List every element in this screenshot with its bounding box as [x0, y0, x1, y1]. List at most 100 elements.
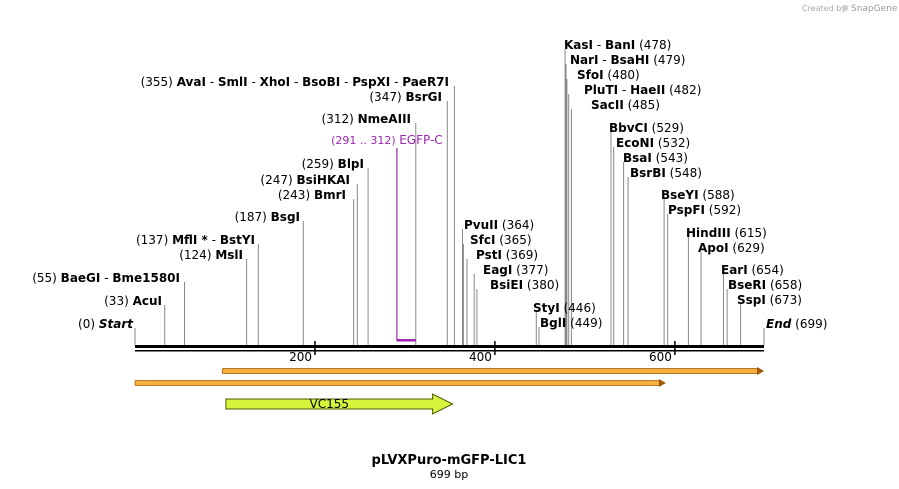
- enzyme-name-styi: StyI: [533, 301, 560, 315]
- site-bbvci-position: (529): [648, 121, 684, 135]
- site-kasi-label[interactable]: KasI - BanI (478): [564, 38, 671, 52]
- site-bmri-label[interactable]: (243) BmrI: [278, 188, 346, 202]
- enzyme-name-bgli: BglI: [540, 316, 566, 330]
- site-sacii-position: (485): [624, 98, 660, 112]
- feature-egfp: (291 .. 312) EGFP-C: [331, 133, 443, 342]
- site-apoi-label[interactable]: ApoI (629): [698, 241, 765, 255]
- name-separator: -: [290, 75, 302, 89]
- site-sacii-label[interactable]: SacII (485): [591, 98, 660, 112]
- enzyme-name-baegi: BaeGI: [61, 271, 101, 285]
- enzyme-name-bsai: BsaI: [623, 151, 652, 165]
- site-msli-position: (124): [179, 248, 215, 262]
- site-pluti-position: (482): [665, 83, 701, 97]
- site-baegi-position: (55): [32, 271, 60, 285]
- backbone-top: [135, 345, 764, 348]
- site-blpi-label[interactable]: (259) BlpI: [302, 157, 364, 171]
- site-bseri-position: (658): [766, 278, 802, 292]
- site-msli-label[interactable]: (124) MslI: [179, 248, 243, 262]
- site-end-label[interactable]: End (699): [766, 317, 827, 331]
- axis-ticks: 200 400 600: [289, 341, 676, 364]
- name-separator: -: [340, 75, 352, 89]
- site-pvuii-label[interactable]: PvuII (364): [464, 218, 534, 232]
- site-labels: (0) Start(33) AcuI(55) BaeGI - Bme1580I(…: [32, 38, 827, 331]
- site-eari-label[interactable]: EarI (654): [721, 263, 784, 277]
- site-baegi-label[interactable]: (55) BaeGI - Bme1580I: [32, 271, 180, 285]
- site-bsiei-position: (380): [523, 278, 559, 292]
- enzyme-name-sacii: SacII: [591, 98, 624, 112]
- enzyme-name-bsobi: BsoBI: [302, 75, 340, 89]
- feature-bar[interactable]: [396, 339, 416, 342]
- orange-track-2[interactable]: [134, 380, 661, 386]
- plasmid-name: pLVXPuro-mGFP-LIC1: [372, 453, 527, 468]
- site-bsai-label[interactable]: BsaI (543): [623, 151, 688, 165]
- site-pluti-label[interactable]: PluTI - HaeII (482): [584, 83, 701, 97]
- site-bgli-label[interactable]: BglI (449): [540, 316, 602, 330]
- site-bbvci-label[interactable]: BbvCI (529): [609, 121, 684, 135]
- site-eagi-label[interactable]: EagI (377): [483, 263, 548, 277]
- enzyme-name-nmeaiii: NmeAIII: [358, 112, 411, 126]
- enzyme-name-blpi: BlpI: [338, 157, 364, 171]
- tick-label-200: 200: [289, 350, 312, 364]
- site-nmeaiii-position: (312): [322, 112, 358, 126]
- site-sspi-position: (673): [766, 293, 802, 307]
- enzyme-name-bstyi: BstYI: [220, 233, 255, 247]
- enzyme-name-paer7i: PaeR7I: [402, 75, 449, 89]
- tick-label-400: 400: [469, 350, 492, 364]
- site-sspi-label[interactable]: SspI (673): [737, 293, 802, 307]
- site-nmeaiii-label[interactable]: (312) NmeAIII: [322, 112, 411, 126]
- site-psti-label[interactable]: PstI (369): [476, 248, 538, 262]
- site-mfli-label[interactable]: (137) MflI * - BstYI: [136, 233, 255, 247]
- site-sfoi-position: (480): [604, 68, 640, 82]
- enzyme-name-sspi: SspI: [737, 293, 766, 307]
- site-econi-position: (532): [654, 136, 690, 150]
- enzyme-name-sfci: SfcI: [470, 233, 495, 247]
- enzyme-name-eari: EarI: [721, 263, 748, 277]
- enzyme-name-bseyi: BseYI: [661, 188, 699, 202]
- enzyme-name-avai: AvaI: [177, 75, 206, 89]
- enzyme-name-bme1580i: Bme1580I: [112, 271, 180, 285]
- primer-vc155[interactable]: VC155: [225, 393, 454, 415]
- feature-label[interactable]: (291 .. 312) EGFP-C: [331, 133, 443, 147]
- site-sfoi-label[interactable]: SfoI (480): [577, 68, 640, 82]
- enzyme-name-psti: PstI: [476, 248, 502, 262]
- site-econi-label[interactable]: EcoNI (532): [616, 136, 690, 150]
- site-bsgi-position: (187): [235, 210, 271, 224]
- site-sfci-position: (365): [495, 233, 531, 247]
- primer-arrow[interactable]: [225, 393, 454, 415]
- site-nari-label[interactable]: NarI - BsaHI (479): [570, 53, 686, 67]
- site-bsrgi-label[interactable]: (347) BsrGI: [369, 90, 442, 104]
- site-bsrbi-position: (548): [666, 166, 702, 180]
- site-bseri-label[interactable]: BseRI (658): [728, 278, 802, 292]
- site-bsiei-label[interactable]: BsiEI (380): [490, 278, 559, 292]
- plasmid-length: 699 bp: [430, 468, 468, 481]
- app-credit: Created by SnapGene: [802, 4, 898, 14]
- site-styi-label[interactable]: StyI (446): [533, 301, 596, 315]
- orange-tracks: [134, 367, 764, 387]
- enzyme-name-pvuii: PvuII: [464, 218, 498, 232]
- name-separator: -: [208, 233, 220, 247]
- site-bseyi-label[interactable]: BseYI (588): [661, 188, 735, 202]
- site-bsihkai-label[interactable]: (247) BsiHKAI: [260, 173, 350, 187]
- orange-track-1[interactable]: [221, 368, 759, 374]
- site-bsrbi-label[interactable]: BsrBI (548): [630, 166, 702, 180]
- site-acui-label[interactable]: (33) AcuI: [104, 294, 162, 308]
- site-pspfi-label[interactable]: PspFI (592): [668, 203, 741, 217]
- site-hindiii-label[interactable]: HindIII (615): [686, 226, 767, 240]
- enzyme-name-kasi: KasI: [564, 38, 593, 52]
- enzyme-name-pspxi: PspXI: [352, 75, 390, 89]
- enzyme-name-bani: BanI: [605, 38, 635, 52]
- orange-track-2-arrow-icon: [658, 379, 666, 387]
- site-mfli-position: (137): [136, 233, 172, 247]
- site-start-label[interactable]: (0) Start: [78, 317, 134, 331]
- site-bsgi-label[interactable]: (187) BsgI: [235, 210, 300, 224]
- snapgene-logo-icon: [841, 4, 849, 12]
- site-start-position: (0): [78, 317, 99, 331]
- site-sfci-label[interactable]: SfcI (365): [470, 233, 532, 247]
- tick-label-600: 600: [649, 350, 672, 364]
- enzyme-name-msli: MslI: [215, 248, 243, 262]
- site-avai-label[interactable]: (355) AvaI - SmlI - XhoI - BsoBI - PspXI…: [141, 75, 449, 89]
- name-separator: -: [599, 53, 611, 67]
- enzyme-name-bsrgi: BsrGI: [405, 90, 442, 104]
- enzyme-name-bsihkai: BsiHKAI: [297, 173, 351, 187]
- credit-prefix: Created by: [802, 4, 846, 13]
